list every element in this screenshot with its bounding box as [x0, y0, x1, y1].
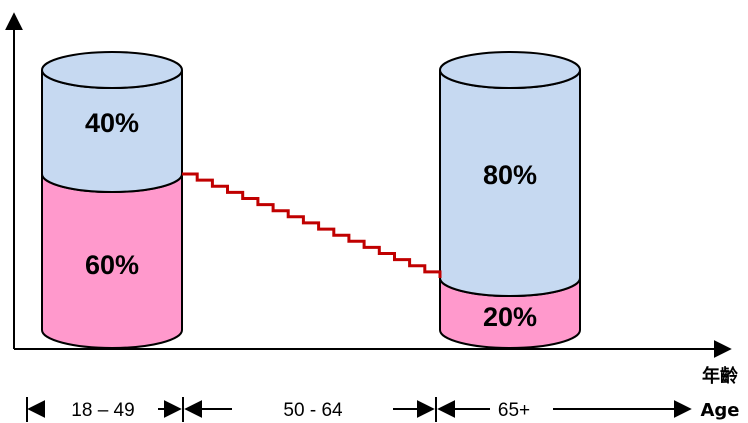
data-label-top-0: 40%: [85, 108, 139, 138]
stepped-connector-line: [182, 172, 442, 278]
cylinder-top-cap-0: [41, 51, 183, 89]
range-label-18-49: 18 – 49: [71, 400, 134, 421]
x-axis-label: Age: [700, 400, 739, 421]
cylinder-65-plus: 20% 80%: [439, 51, 581, 349]
data-label-top-1: 80%: [483, 160, 537, 190]
data-label-bottom-0: 60%: [85, 250, 139, 280]
x-axis-label-chinese: 年齡: [702, 365, 738, 387]
cylinder-top-cap-1: [439, 51, 581, 89]
cylinder-18-49: 60% 40%: [41, 51, 183, 349]
data-label-bottom-1: 20%: [483, 302, 537, 332]
range-label-50-64: 50 - 64: [283, 400, 343, 421]
age-range-bar: 18 – 49 50 - 64 65+: [26, 397, 692, 422]
range-label-65-plus: 65+: [498, 400, 530, 421]
